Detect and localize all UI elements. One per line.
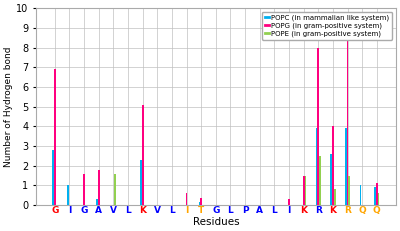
Bar <box>186 193 188 205</box>
Legend: POPC (in mammalian like system), POPG (in gram-positive system), POPE (in gram-p: POPC (in mammalian like system), POPG (i… <box>262 12 392 40</box>
Bar <box>198 202 200 205</box>
Bar <box>96 199 98 205</box>
Bar <box>332 126 334 205</box>
Bar <box>67 185 68 205</box>
Bar <box>304 176 306 205</box>
Bar <box>54 69 56 205</box>
Bar <box>83 173 85 205</box>
Bar <box>378 193 380 205</box>
Bar <box>200 198 202 205</box>
Bar <box>303 176 304 205</box>
Bar <box>316 128 318 205</box>
Bar <box>142 105 144 205</box>
Bar <box>288 199 290 205</box>
Bar <box>330 154 332 205</box>
Bar <box>345 128 347 205</box>
Bar <box>98 170 100 205</box>
Bar <box>319 156 321 205</box>
Bar <box>52 150 54 205</box>
Bar <box>318 48 319 205</box>
Bar <box>374 187 376 205</box>
Bar <box>347 24 348 205</box>
Bar <box>334 189 336 205</box>
Bar <box>114 173 116 205</box>
X-axis label: Residues: Residues <box>192 217 239 227</box>
Bar <box>140 160 142 205</box>
Bar <box>376 183 378 205</box>
Y-axis label: Number of Hydrogen bond: Number of Hydrogen bond <box>4 46 13 167</box>
Bar <box>348 176 350 205</box>
Bar <box>360 185 361 205</box>
